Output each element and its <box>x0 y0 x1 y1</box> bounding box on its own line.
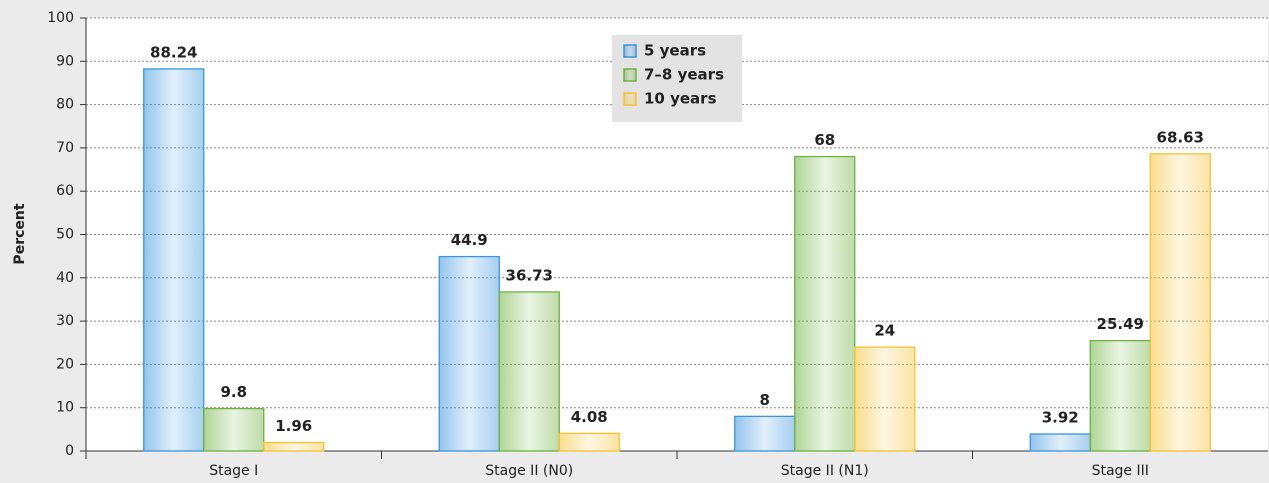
value-label: 8 <box>760 391 770 409</box>
bar <box>558 432 620 452</box>
bar <box>203 407 265 452</box>
y-tick-label: 20 <box>56 356 74 372</box>
bar <box>734 415 796 452</box>
value-label: 88.24 <box>150 43 197 61</box>
value-label: 68.63 <box>1157 128 1204 146</box>
y-tick-label: 30 <box>56 313 74 329</box>
bar <box>1029 433 1091 452</box>
bar <box>794 155 856 452</box>
legend-label: 10 years <box>644 90 717 108</box>
bar <box>263 441 325 452</box>
y-axis-label: Percent <box>12 203 28 264</box>
x-tick-label: Stage II (N0) <box>485 463 573 479</box>
y-tick-label: 60 <box>56 183 74 199</box>
legend-label: 5 years <box>644 42 706 60</box>
y-tick-label: 0 <box>65 443 74 459</box>
y-tick-label: 50 <box>56 227 74 243</box>
bar <box>854 346 916 452</box>
value-label: 44.9 <box>451 231 488 249</box>
y-tick-label: 70 <box>56 140 74 156</box>
y-tick-label: 10 <box>56 400 74 416</box>
legend-label: 7–8 years <box>644 66 724 84</box>
value-label: 25.49 <box>1097 315 1144 333</box>
bar <box>438 255 500 452</box>
value-label: 24 <box>874 322 895 340</box>
y-tick-label: 40 <box>56 270 74 286</box>
bar <box>143 68 205 452</box>
bar <box>498 291 560 452</box>
y-tick-label: 80 <box>56 97 74 113</box>
value-label: 1.96 <box>275 417 312 435</box>
y-tick-label: 100 <box>47 10 74 26</box>
bar <box>1089 339 1151 452</box>
value-label: 4.08 <box>571 408 608 426</box>
legend-swatch <box>623 44 637 58</box>
x-tick-label: Stage I <box>209 463 258 479</box>
value-label: 36.73 <box>506 266 553 284</box>
value-label: 68 <box>814 131 835 149</box>
value-label: 9.8 <box>220 383 247 401</box>
legend-swatch <box>623 68 637 82</box>
bar <box>1149 153 1211 452</box>
x-tick-label: Stage III <box>1092 463 1149 479</box>
x-tick-label: Stage II (N1) <box>781 463 869 479</box>
y-tick-label: 90 <box>56 53 74 69</box>
legend-swatch <box>623 92 637 106</box>
value-label: 3.92 <box>1042 409 1079 427</box>
